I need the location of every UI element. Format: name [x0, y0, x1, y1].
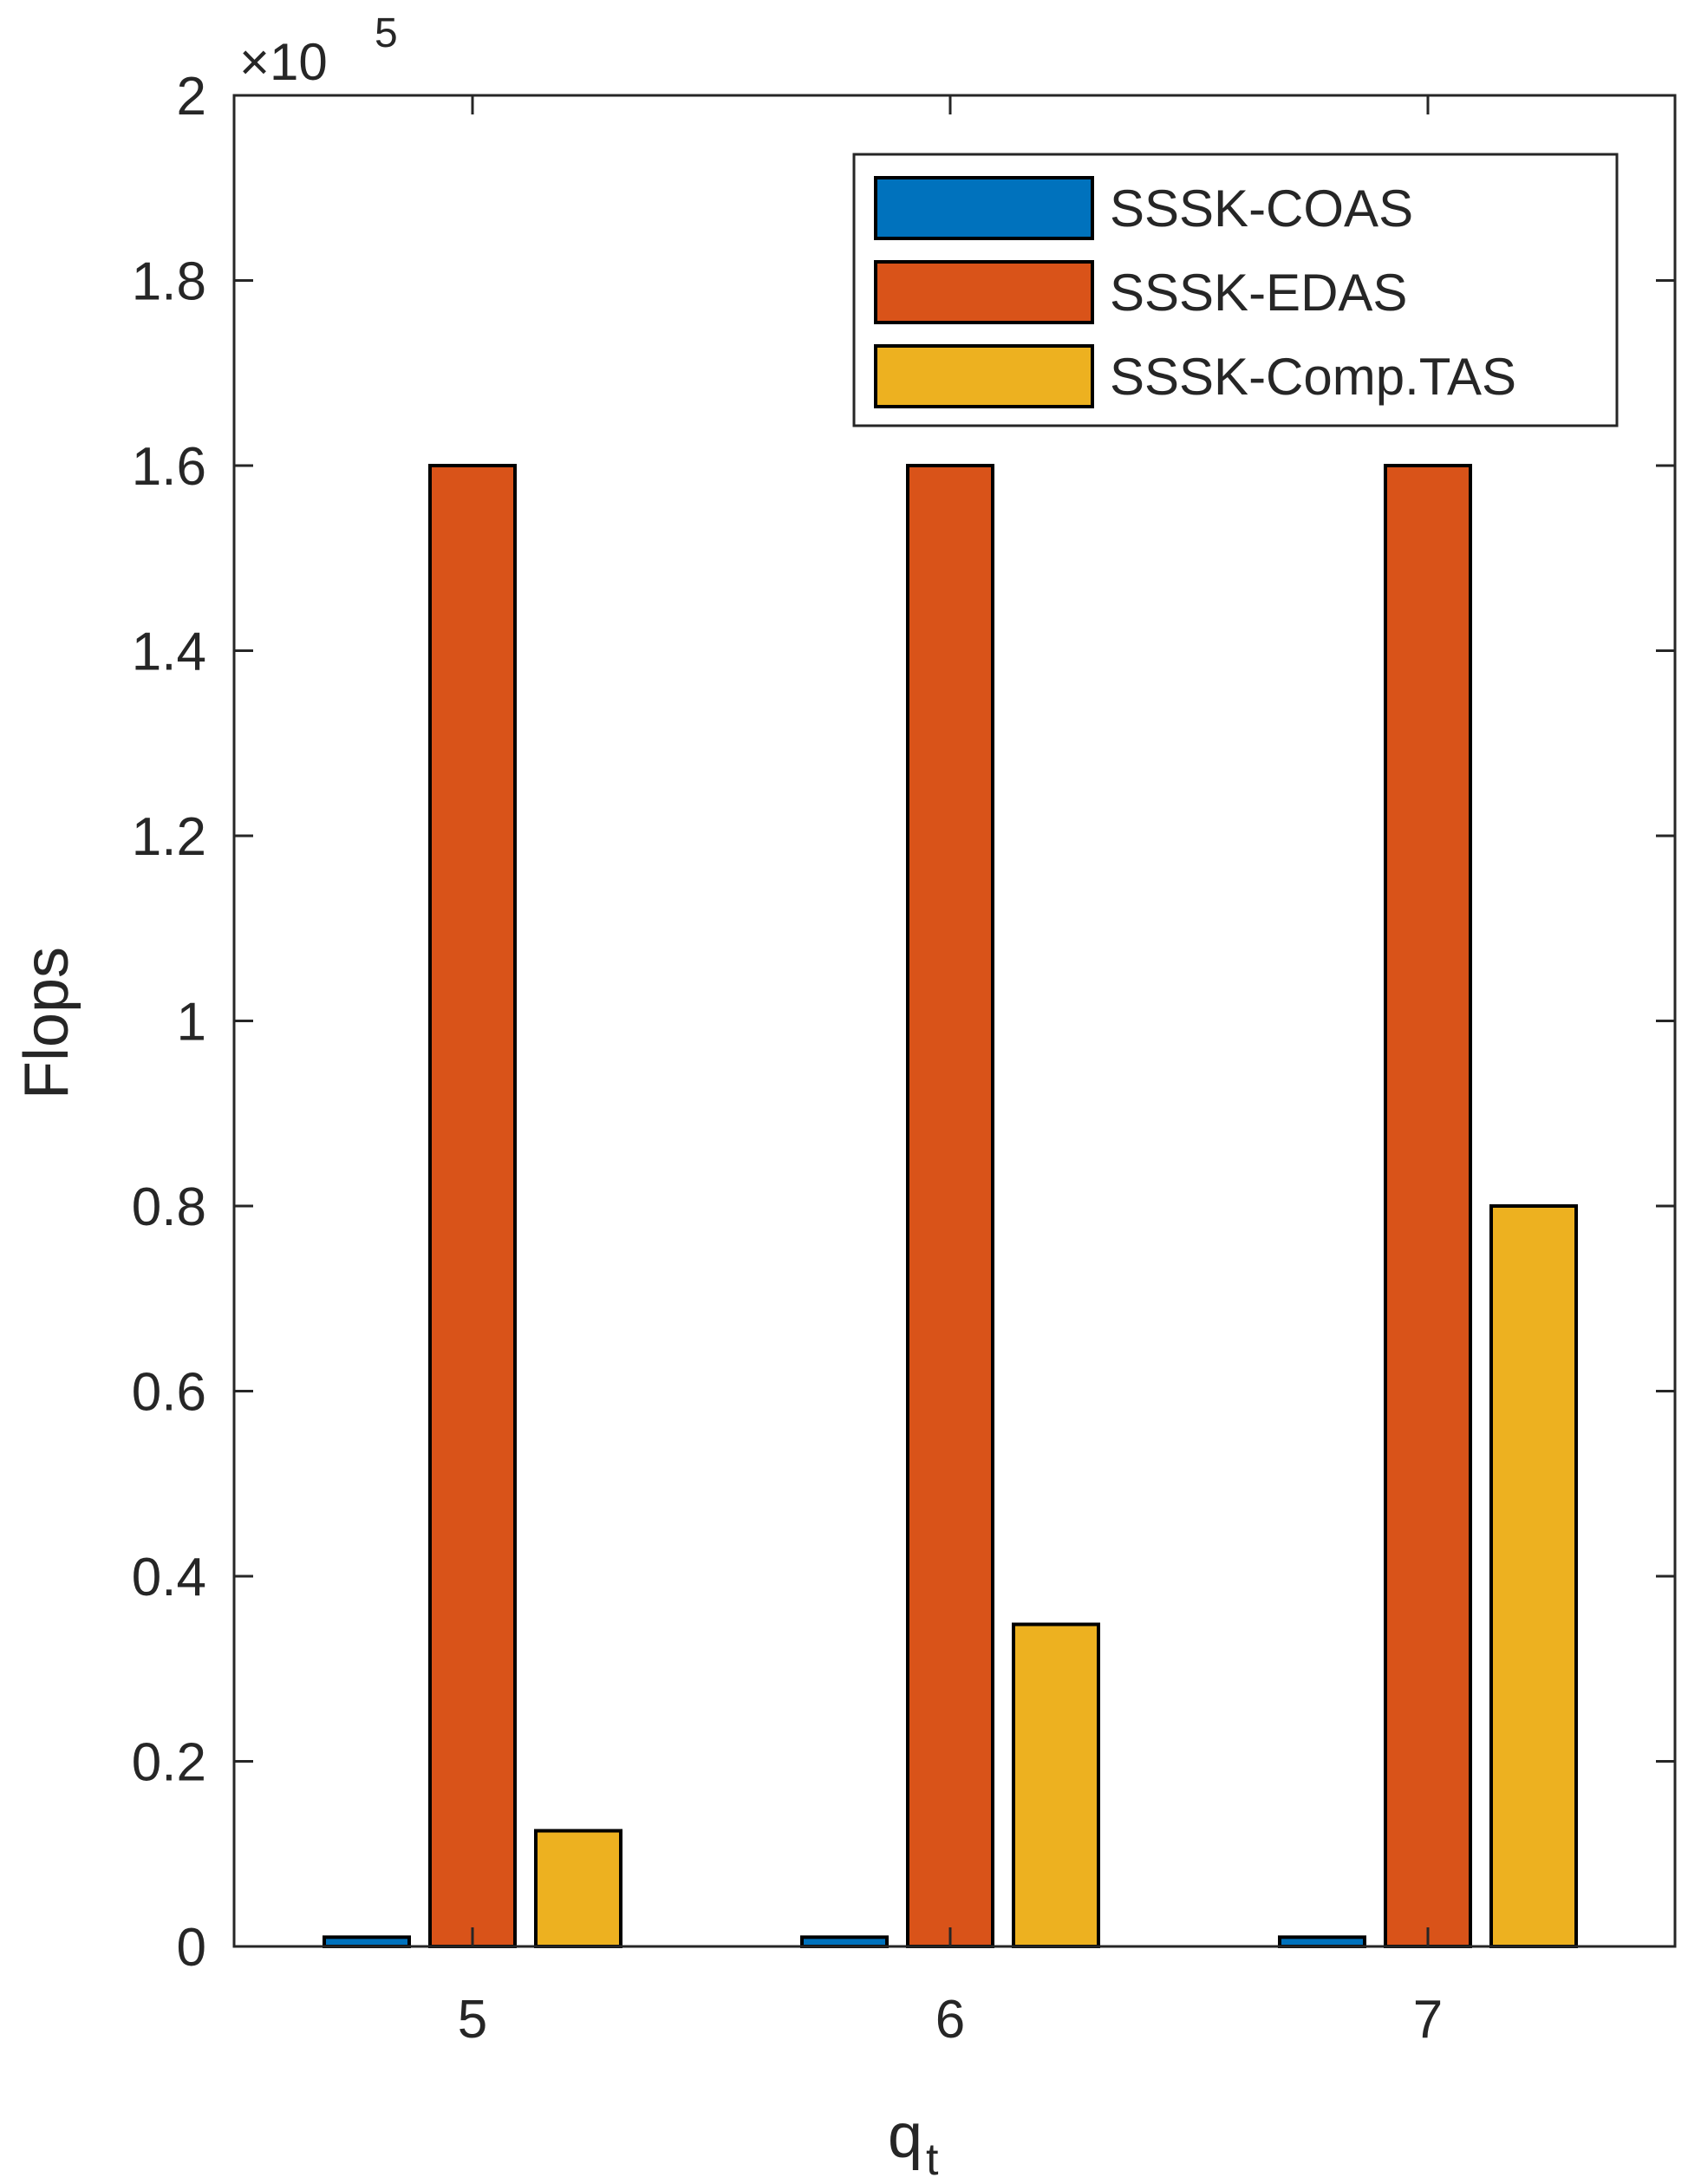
y-axis-exponent-base: ×10	[239, 33, 328, 91]
y-tick-label: 1.8	[132, 252, 206, 312]
bar-sssk-coas-6	[800, 1935, 889, 1948]
bar-sssk-coas-7	[1278, 1935, 1366, 1948]
bar-sssk-coas-5	[323, 1935, 411, 1948]
bar-sssk-edas-5	[428, 464, 517, 1948]
legend: SSSK-COAS SSSK-EDAS SSSK-Comp.TAS	[852, 153, 1619, 427]
legend-swatch-sssk-edas	[874, 260, 1094, 324]
legend-label: SSSK-Comp.TAS	[1110, 348, 1516, 406]
bars-layer	[323, 464, 1578, 1948]
bar-sssk-comp-tas-5	[534, 1829, 622, 1948]
bar-sssk-edas-6	[906, 464, 994, 1948]
y-tick-label: 0.6	[132, 1363, 206, 1423]
legend-swatch-sssk-comp-tas	[874, 344, 1094, 408]
y-tick-label: 0.2	[132, 1733, 206, 1793]
x-axis-label-subscript: t	[926, 2135, 939, 2180]
y-axis-label: Flops	[12, 947, 81, 1099]
x-axis-label: q	[888, 2102, 922, 2171]
legend-label: SSSK-EDAS	[1110, 264, 1407, 322]
legend-label: SSSK-COAS	[1110, 179, 1413, 238]
y-tick-label: 1.2	[132, 807, 206, 867]
x-tick-label: 6	[935, 1990, 965, 2050]
y-axis-exponent-power: 5	[375, 10, 398, 56]
y-tick-label: 1	[177, 993, 206, 1053]
legend-swatch-sssk-coas	[874, 176, 1094, 240]
axes-layer: 0 0.2 0.4 0.6 0.8 1 1.2 1.4 1.6 1.8 2 5 6 7	[132, 67, 1677, 2050]
x-tick-label: 5	[458, 1990, 487, 2050]
bar-sssk-comp-tas-6	[1012, 1622, 1100, 1948]
bar-sssk-edas-7	[1384, 464, 1472, 1948]
y-tick-label: 1.6	[132, 437, 206, 497]
x-tick-label: 7	[1413, 1990, 1443, 2050]
y-tick-label: 0.4	[132, 1548, 206, 1607]
y-tick-label: 0	[177, 1918, 206, 1978]
y-tick-label: 2	[177, 67, 206, 127]
bar-sssk-comp-tas-7	[1489, 1204, 1578, 1948]
y-tick-label: 0.8	[132, 1177, 206, 1237]
y-tick-label: 1.4	[132, 623, 206, 682]
